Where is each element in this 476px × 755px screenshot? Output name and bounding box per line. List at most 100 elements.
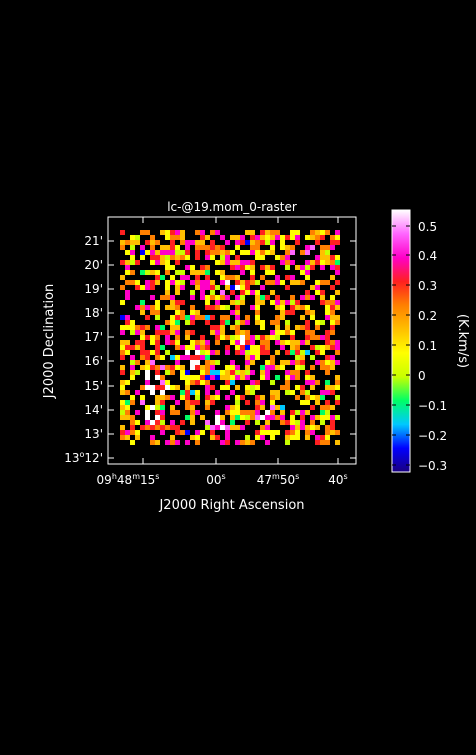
map-pixel xyxy=(205,400,210,405)
map-pixel xyxy=(270,335,275,340)
map-pixel xyxy=(300,315,305,320)
map-pixel xyxy=(170,410,175,415)
map-pixel xyxy=(170,245,175,250)
map-pixel xyxy=(180,370,185,375)
map-pixel xyxy=(240,440,245,445)
map-pixel xyxy=(310,365,315,370)
map-pixel xyxy=(320,290,325,295)
map-pixel xyxy=(120,435,125,440)
map-pixel xyxy=(280,360,285,365)
map-pixel xyxy=(145,365,150,370)
map-pixel xyxy=(320,230,325,235)
map-pixel xyxy=(200,280,205,285)
map-pixel xyxy=(295,385,300,390)
map-pixel xyxy=(250,270,255,275)
map-pixel xyxy=(155,395,160,400)
colorbar-tick-label: 0.1 xyxy=(418,339,437,353)
map-pixel xyxy=(180,395,185,400)
map-pixel xyxy=(330,385,335,390)
map-pixel xyxy=(200,230,205,235)
map-pixel xyxy=(140,255,145,260)
map-pixel xyxy=(130,250,135,255)
map-pixel xyxy=(140,310,145,315)
map-pixel xyxy=(250,340,255,345)
map-pixel xyxy=(240,270,245,275)
map-pixel xyxy=(235,345,240,350)
map-pixel xyxy=(120,260,125,265)
map-pixel xyxy=(325,430,330,435)
map-pixel xyxy=(180,355,185,360)
map-pixel xyxy=(275,375,280,380)
map-pixel xyxy=(260,250,265,255)
map-pixel xyxy=(230,260,235,265)
map-pixel xyxy=(235,335,240,340)
map-pixel xyxy=(215,330,220,335)
map-pixel xyxy=(250,275,255,280)
map-pixel xyxy=(160,325,165,330)
map-pixel xyxy=(215,395,220,400)
y-tick-label: 15' xyxy=(84,379,103,393)
map-pixel xyxy=(140,365,145,370)
map-pixel xyxy=(220,290,225,295)
map-pixel xyxy=(335,440,340,445)
map-pixel xyxy=(170,250,175,255)
map-pixel xyxy=(185,415,190,420)
map-pixel xyxy=(325,380,330,385)
map-pixel xyxy=(255,350,260,355)
map-pixel xyxy=(255,385,260,390)
map-pixel xyxy=(200,355,205,360)
map-pixel xyxy=(190,280,195,285)
map-pixel xyxy=(335,305,340,310)
map-pixel xyxy=(260,325,265,330)
map-pixel xyxy=(320,255,325,260)
map-pixel xyxy=(320,300,325,305)
colorbar-tick-label: 0.4 xyxy=(418,249,437,263)
map-pixel xyxy=(225,365,230,370)
map-pixel xyxy=(330,315,335,320)
map-tick-marks xyxy=(108,217,356,464)
map-pixel xyxy=(265,425,270,430)
map-pixel xyxy=(245,420,250,425)
map-pixel xyxy=(205,320,210,325)
map-pixel xyxy=(195,390,200,395)
map-pixel xyxy=(315,395,320,400)
map-pixel xyxy=(255,420,260,425)
map-pixel xyxy=(285,285,290,290)
map-pixel xyxy=(185,375,190,380)
map-pixel xyxy=(305,340,310,345)
map-pixel xyxy=(295,425,300,430)
map-pixel xyxy=(280,260,285,265)
map-pixel xyxy=(225,370,230,375)
map-pixel xyxy=(120,230,125,235)
map-pixel xyxy=(310,330,315,335)
map-pixel xyxy=(175,290,180,295)
map-pixel xyxy=(205,255,210,260)
map-pixel xyxy=(300,295,305,300)
map-pixel xyxy=(135,370,140,375)
map-pixel xyxy=(155,305,160,310)
map-pixel xyxy=(280,345,285,350)
map-pixel xyxy=(275,315,280,320)
map-pixel xyxy=(170,300,175,305)
map-pixel xyxy=(270,290,275,295)
map-pixel xyxy=(325,415,330,420)
map-pixel xyxy=(305,250,310,255)
map-pixel xyxy=(205,285,210,290)
map-pixel xyxy=(215,370,220,375)
map-pixel xyxy=(140,270,145,275)
y-tick-label: 19' xyxy=(84,282,103,296)
map-pixel xyxy=(180,250,185,255)
y-tick-label: 16' xyxy=(84,354,103,368)
map-pixel xyxy=(210,365,215,370)
map-pixel xyxy=(150,285,155,290)
map-pixel xyxy=(285,435,290,440)
map-pixel xyxy=(310,245,315,250)
map-pixel xyxy=(270,280,275,285)
map-pixel xyxy=(260,405,265,410)
map-pixel xyxy=(165,370,170,375)
map-pixel xyxy=(245,370,250,375)
map-pixel xyxy=(210,250,215,255)
map-pixel xyxy=(335,350,340,355)
map-pixel xyxy=(165,340,170,345)
